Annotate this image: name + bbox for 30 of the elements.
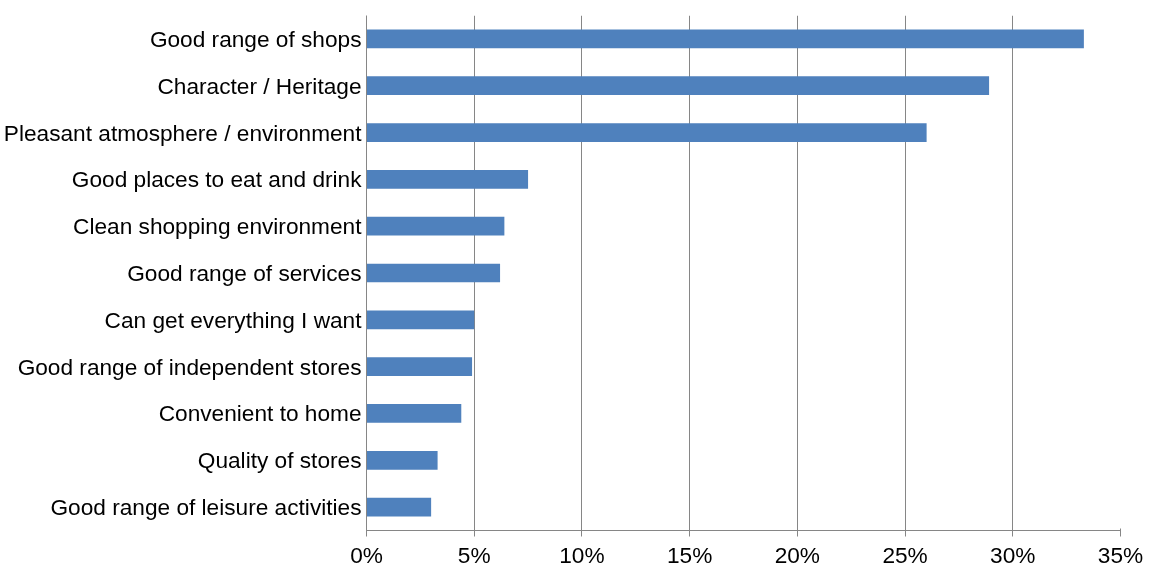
- x-tick-label: 25%: [882, 541, 928, 568]
- bar: [366, 310, 475, 330]
- x-tick-label: 20%: [774, 541, 821, 568]
- bar: [366, 450, 438, 470]
- y-tick-label: Good places to eat and drink: [71, 166, 363, 193]
- y-tick-label: Can get everything I want: [104, 306, 363, 333]
- bar: [366, 123, 927, 142]
- x-tick-label: 5%: [457, 541, 491, 568]
- x-tick-label: 10%: [559, 541, 605, 568]
- bar: [366, 216, 505, 236]
- y-tick-label: Pleasant atmosphere / environment: [3, 119, 363, 146]
- x-tick-label: 0%: [350, 541, 383, 568]
- bar: [366, 76, 990, 96]
- y-tick-label: Quality of stores: [197, 447, 362, 474]
- y-tick-label: Good range of leisure activities: [50, 494, 362, 521]
- y-tick-label: Good range of independent stores: [17, 353, 362, 380]
- y-tick-label: Good range of services: [127, 260, 362, 286]
- y-tick-label: Clean shopping environment: [73, 213, 363, 240]
- y-tick-label: Convenient to home: [158, 400, 362, 427]
- bar: [366, 263, 501, 283]
- y-tick-label: Character / Heritage: [157, 72, 362, 99]
- x-tick-label: 15%: [666, 541, 713, 568]
- bar: [366, 497, 432, 517]
- bar: [366, 404, 462, 423]
- bar: [366, 170, 529, 189]
- bar: [366, 29, 1084, 49]
- x-tick-label: 30%: [990, 541, 1036, 568]
- bar: [366, 357, 473, 376]
- x-tick-label: 35%: [1097, 541, 1144, 568]
- y-tick-label: Good range of shops: [149, 25, 362, 52]
